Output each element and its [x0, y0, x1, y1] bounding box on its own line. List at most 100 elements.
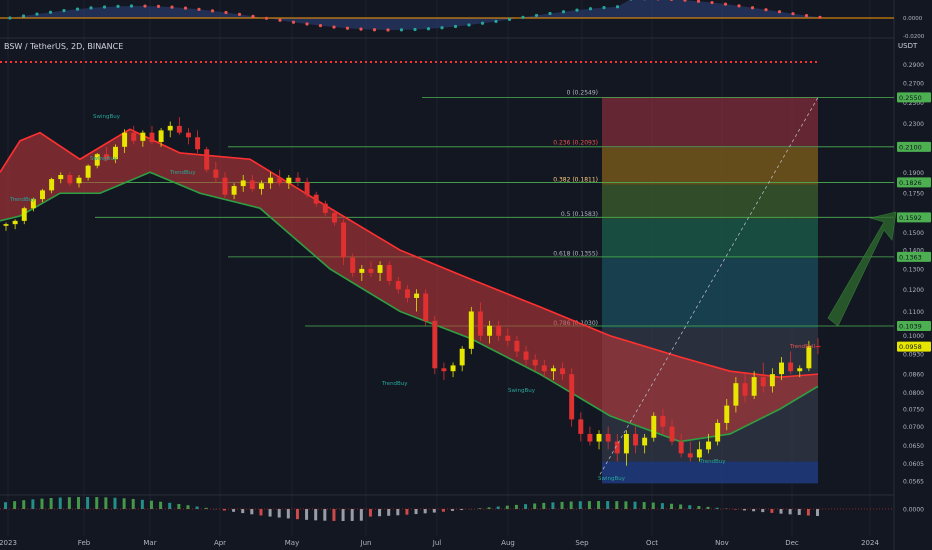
histogram-bar-49	[451, 509, 455, 511]
oscillator-dot-39	[534, 13, 539, 18]
candle-19	[176, 125, 182, 133]
histogram-bar-6	[58, 497, 62, 509]
oscillator-dot-44	[602, 5, 606, 10]
candle-45	[414, 293, 420, 298]
candle-38	[350, 257, 356, 273]
histogram-bar-77	[706, 506, 710, 509]
histogram-bar-38	[350, 509, 354, 521]
price-badge-3	[897, 212, 931, 223]
fib-label-4: 0.618 (0.1355)	[553, 250, 598, 257]
oscillator-dot-15	[210, 9, 215, 13]
price-badge-text-3: 0.1592	[899, 214, 922, 222]
candle-54	[496, 325, 502, 336]
candle-48	[441, 368, 447, 372]
histogram-bar-12	[113, 497, 117, 509]
x-tick-2: Mar	[143, 539, 156, 547]
oscillator-dot-2	[35, 12, 39, 16]
candle-64	[587, 433, 593, 442]
candle-70	[642, 437, 648, 446]
candle-29	[268, 177, 274, 184]
projection-line	[599, 97, 819, 475]
histogram-bar-15	[140, 499, 144, 509]
histogram-bar-69	[633, 501, 637, 509]
candle-13	[122, 132, 128, 147]
histogram-bar-22	[204, 507, 208, 509]
candle-68	[623, 433, 629, 454]
price-badge-text-5: 0.1039	[899, 322, 922, 330]
candle-25	[231, 186, 237, 195]
candle-1	[12, 220, 18, 225]
candle-60	[550, 368, 556, 372]
candle-37	[341, 222, 347, 258]
histogram-bar-20	[186, 505, 190, 509]
signal-label-5: SwingBuy	[508, 388, 536, 394]
candle-47	[432, 320, 438, 369]
oscillator-dot-17	[237, 12, 242, 16]
oscillator-dot-28	[386, 28, 390, 32]
histogram-bar-13	[122, 498, 126, 509]
signal-label-7: TrendBuy	[699, 459, 726, 465]
x-tick-11: Dec	[785, 539, 799, 547]
oscillator-dot-26	[359, 27, 363, 31]
fib-zone-0	[602, 97, 818, 148]
candle-30	[277, 177, 283, 184]
oscillator-dot-3	[48, 10, 53, 14]
histogram-bar-87	[797, 509, 801, 515]
signal-label-0: TrendBuy	[9, 197, 36, 203]
candle-17	[158, 130, 164, 143]
y-tick-1: 0.2700	[903, 80, 924, 87]
oscillator-dot-45	[615, 5, 620, 9]
oscillator-dot-54	[737, 4, 741, 8]
histogram-bar-53	[487, 507, 491, 509]
x-tick-5: Jun	[360, 539, 372, 547]
y-tick-18: 0.0700	[903, 424, 924, 431]
histogram-bar-55	[505, 505, 509, 509]
histogram-bar-86	[788, 509, 792, 515]
candle-84	[769, 374, 775, 387]
histogram-bar-46	[423, 509, 427, 514]
histogram-bar-54	[496, 506, 500, 509]
y-tick-14: 0.0930	[903, 352, 924, 359]
oscillator-dot-1	[21, 14, 26, 18]
candle-0	[3, 224, 9, 226]
candle-8	[76, 177, 82, 184]
oscillator-dot-25	[345, 26, 350, 30]
y-tick-13: 0.1000	[903, 333, 924, 340]
candle-58	[532, 359, 538, 366]
histogram-bar-1	[13, 501, 17, 509]
oscillator-dot-8	[116, 4, 120, 8]
histogram-bar-36	[332, 509, 336, 521]
histogram-bar-3	[31, 499, 35, 509]
price-badge-text-0: 0.2550	[899, 94, 922, 102]
candle-61	[560, 368, 566, 375]
oscillator-dot-33	[453, 24, 458, 29]
histogram-bar-18	[168, 502, 172, 509]
oscillator-dot-41	[561, 10, 566, 14]
y-tick-20: 0.0605	[903, 461, 924, 468]
y-tick-5: 0.1900	[903, 170, 924, 177]
candle-78	[715, 422, 721, 442]
oscillator-dot-7	[102, 5, 107, 9]
x-tick-9: Oct	[646, 539, 658, 547]
price-badge-0	[897, 92, 931, 103]
histogram-bar-7	[67, 497, 71, 509]
candle-26	[240, 180, 246, 187]
histogram-bar-85	[779, 509, 783, 514]
candle-67	[614, 441, 620, 454]
histogram-bar-89	[816, 509, 819, 516]
fib-zone-4	[602, 258, 818, 329]
histogram-bar-60	[551, 502, 555, 509]
oscillator-dot-31	[426, 27, 431, 31]
histogram-bar-35	[323, 509, 327, 521]
target-arrow	[827, 211, 897, 327]
y-tick-8: 0.1500	[903, 230, 924, 237]
histogram-bar-63	[578, 501, 582, 509]
oscillator-dot-46	[629, 0, 633, 1]
fib-zone-1	[602, 147, 818, 185]
candle-3	[30, 199, 36, 209]
oscillator-dot-53	[723, 2, 728, 6]
candle-56	[514, 340, 520, 352]
y-tick-19: 0.0650	[903, 443, 924, 450]
candle-35	[322, 203, 328, 213]
